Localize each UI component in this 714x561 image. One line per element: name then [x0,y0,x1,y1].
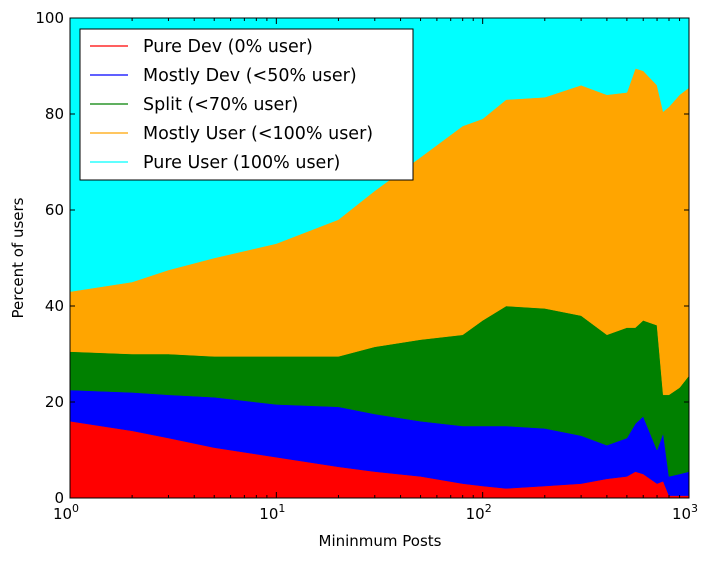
axis-ticks: 0 20 40 60 80 100 100 101 102 103 [35,9,698,523]
y-tick-label: 40 [45,297,64,315]
legend-label-3: Split (<70% user) [143,95,298,115]
x-tick-label: 101 [259,502,285,523]
y-axis-label: Percent of users [9,197,27,318]
legend-label-2: Mostly Dev (<50% user) [143,66,357,86]
y-tick-label: 80 [45,105,64,123]
x-tick-label: 103 [672,502,698,523]
legend-box [79,28,414,181]
x-axis-label: Mininmum Posts [319,532,442,550]
legend-label-1: Pure Dev (0% user) [143,37,313,57]
legend-label-5: Pure User (100% user) [143,153,340,173]
x-tick-label: 102 [466,502,492,523]
y-tick-label: 60 [45,201,64,219]
y-tick-label: 100 [35,9,64,27]
legend-label-4: Mostly User (<100% user) [143,124,373,144]
x-tick-label: 100 [53,502,79,523]
y-tick-label: 0 [54,489,64,507]
plot-frame [69,17,690,499]
legend: Pure Dev (0% user) Mostly Dev (<50% user)… [79,28,414,181]
legend-items: Pure Dev (0% user) Mostly Dev (<50% user)… [90,37,373,173]
y-tick-label: 20 [45,393,64,411]
